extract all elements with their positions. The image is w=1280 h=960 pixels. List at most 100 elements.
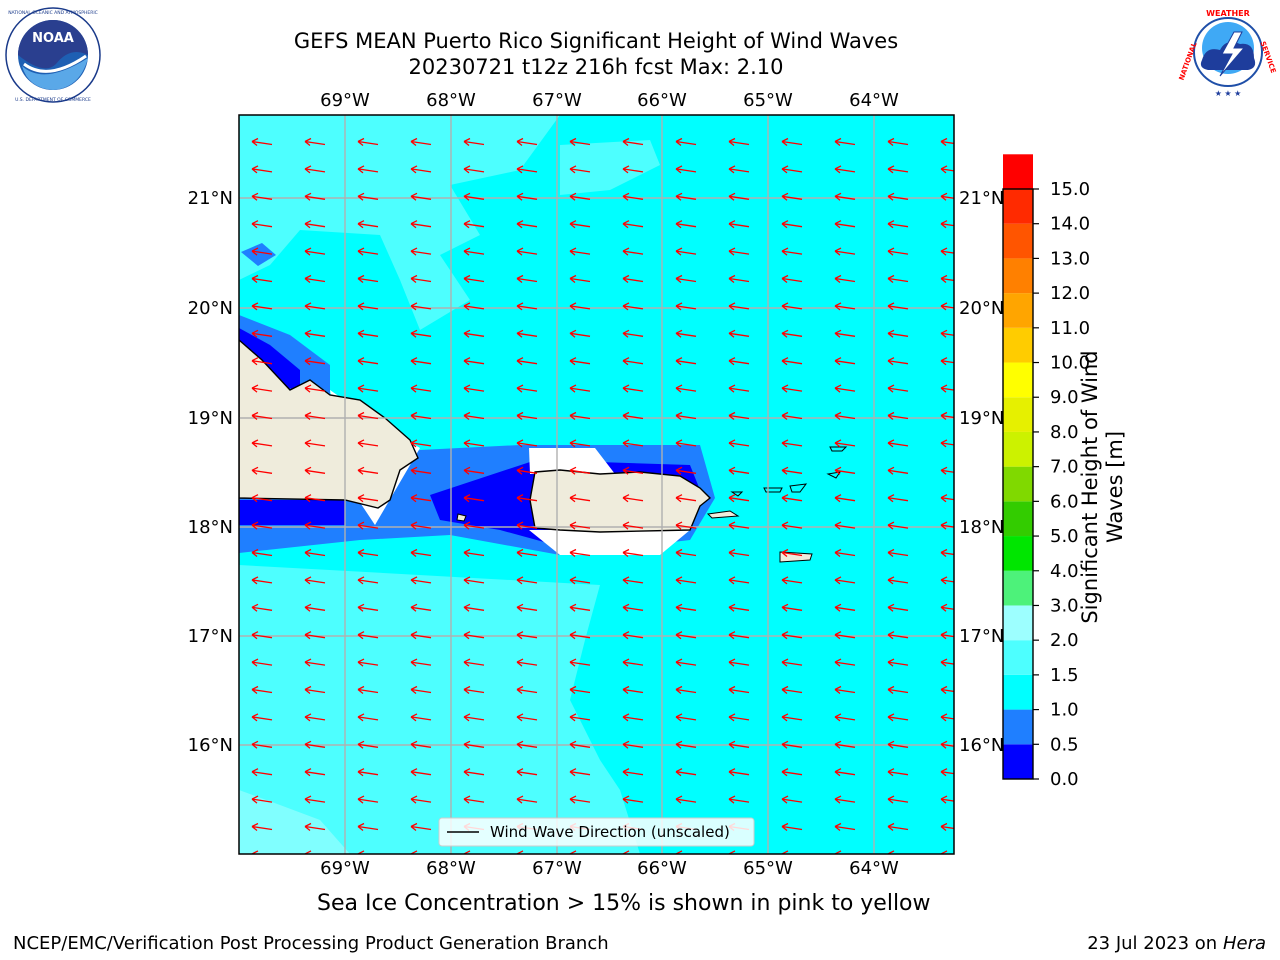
wave-arrow xyxy=(781,658,803,667)
wave-arrow xyxy=(728,192,750,201)
wave-arrow xyxy=(834,685,856,695)
wave-arrow xyxy=(516,329,538,338)
wave-arrow xyxy=(410,384,432,393)
chart-title: GEFS MEAN Puerto Rico Significant Height… xyxy=(293,29,899,53)
wave-arrow xyxy=(728,357,750,366)
wave-arrow xyxy=(516,685,538,695)
wave-arrow xyxy=(516,548,538,558)
wave-arrow xyxy=(940,576,954,585)
wave-arrow xyxy=(781,192,803,201)
wave-arrow xyxy=(622,795,644,804)
wave-arrow xyxy=(834,521,856,530)
lat-label-left: 18°N xyxy=(188,517,233,538)
graticule xyxy=(239,115,954,854)
wave-arrow xyxy=(569,713,591,722)
wave-arrow xyxy=(569,494,591,503)
wave-arrow xyxy=(940,740,954,749)
wave-arrow xyxy=(304,329,326,338)
wave-arrow xyxy=(834,357,856,366)
wave-arrow xyxy=(675,466,697,475)
wave-arrow xyxy=(516,247,538,256)
wave-arrow xyxy=(357,220,379,229)
wave-arrow xyxy=(410,521,432,530)
wave-arrow xyxy=(622,466,644,475)
colorbar-tick-label: 3.0 xyxy=(1050,595,1079,616)
wave-arrow xyxy=(304,302,326,311)
wave-arrow xyxy=(940,685,954,695)
colorbar-segment xyxy=(1003,154,1033,189)
wave-arrow xyxy=(569,795,591,804)
wave-arrow xyxy=(251,411,273,421)
wave-arrow xyxy=(251,548,273,558)
wave-arrow xyxy=(251,247,273,256)
wave-arrow xyxy=(781,137,803,147)
wave-arrow xyxy=(675,165,697,174)
wave-arrow xyxy=(251,466,273,475)
wave-arrow xyxy=(887,247,909,256)
wave-arrow xyxy=(887,439,909,448)
wave-arrow xyxy=(940,658,954,667)
wave-arrow xyxy=(940,466,954,475)
wave-arrow xyxy=(357,357,379,366)
wave-arrow xyxy=(781,795,803,804)
wave-arrow xyxy=(357,548,379,558)
wave-arrow xyxy=(675,576,697,585)
colorbar-tick-label: 8.0 xyxy=(1050,422,1079,443)
svg-text:U.S. DEPARTMENT OF COMMERCE: U.S. DEPARTMENT OF COMMERCE xyxy=(15,97,91,103)
wave-arrow xyxy=(940,220,954,229)
wave-arrow xyxy=(834,466,856,475)
wave-arrow xyxy=(569,603,591,612)
wave-arrow xyxy=(781,494,803,503)
wave-arrow xyxy=(410,137,432,147)
lat-label-right: 21°N xyxy=(959,188,1004,209)
wave-arrow xyxy=(304,603,326,612)
wave-arrow xyxy=(834,220,856,229)
wave-arrow xyxy=(675,439,697,448)
wave-arrow xyxy=(357,329,379,338)
wave-arrow xyxy=(410,494,432,503)
wave-arrow xyxy=(463,631,485,640)
wave-arrow xyxy=(463,576,485,585)
wave-arrow xyxy=(569,576,591,585)
colorbar-segment xyxy=(1003,189,1033,224)
wave-arrow xyxy=(675,795,697,804)
wave-arrow xyxy=(410,411,432,421)
wave-arrow xyxy=(463,274,485,284)
wave-arrow xyxy=(728,521,750,530)
wave-arrow xyxy=(569,302,591,311)
wave-arrow xyxy=(357,740,379,749)
wave-arrow xyxy=(251,192,273,201)
wave-arrow xyxy=(728,137,750,147)
wave-arrow xyxy=(940,192,954,201)
wave-arrow xyxy=(781,274,803,284)
wave-arrow xyxy=(781,411,803,421)
lon-label-bottom: 64°W xyxy=(849,858,899,879)
wave-arrow xyxy=(675,740,697,749)
wave-arrow xyxy=(834,165,856,174)
colorbar-tick-label: 12.0 xyxy=(1050,283,1090,304)
wave-arrow xyxy=(569,631,591,640)
wave-arrow xyxy=(781,768,803,777)
wave-arrow xyxy=(410,740,432,749)
wave-arrow xyxy=(463,466,485,475)
wave-arrow xyxy=(410,713,432,722)
lat-label-right: 18°N xyxy=(959,517,1004,538)
colorbar-tick-label: 10.0 xyxy=(1050,353,1090,374)
lat-label-left: 19°N xyxy=(188,408,233,429)
colorbar-tick-label: 5.0 xyxy=(1050,526,1079,547)
wave-arrow xyxy=(463,439,485,448)
wave-arrow xyxy=(728,494,750,503)
wave-arrow xyxy=(940,274,954,284)
wave-arrow xyxy=(251,658,273,667)
wave-height-field xyxy=(239,115,954,854)
wave-arrow xyxy=(781,548,803,558)
lat-label-left: 17°N xyxy=(188,626,233,647)
wave-arrow xyxy=(887,494,909,503)
wave-arrow xyxy=(675,192,697,201)
wave-arrow xyxy=(728,439,750,448)
wave-arrow xyxy=(251,822,273,832)
wave-arrow xyxy=(516,795,538,804)
wave-arrow xyxy=(357,631,379,640)
wave-arrow xyxy=(463,411,485,421)
wave-arrow xyxy=(834,247,856,256)
